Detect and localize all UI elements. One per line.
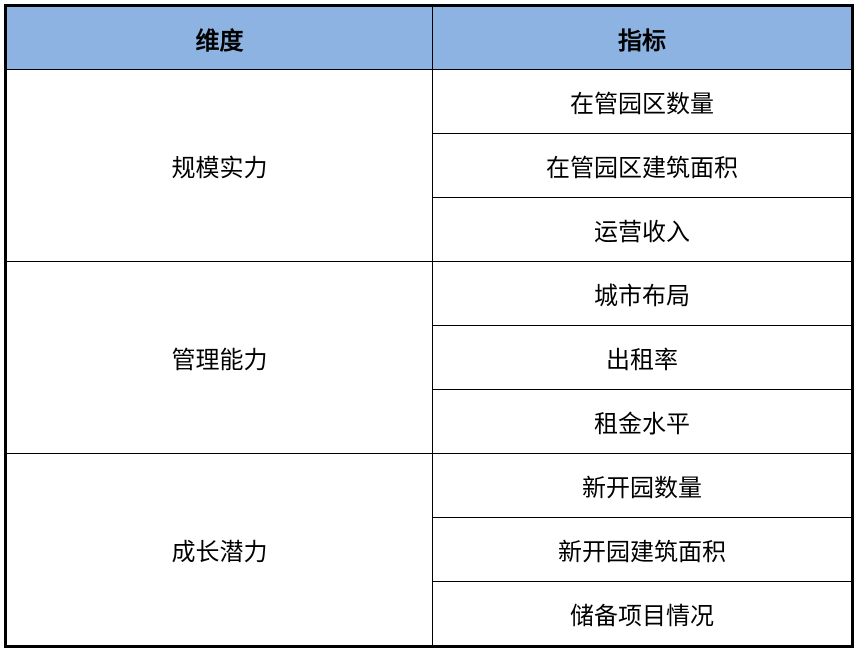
indicator-table: 维度 指标 规模实力 在管园区数量 在管园区建筑面积 运营收入 管理能力 城市布… bbox=[4, 4, 854, 648]
table-row: 规模实力 在管园区数量 bbox=[5, 69, 853, 262]
header-dimension: 维度 bbox=[5, 5, 433, 70]
indicator-cell: 租金水平 bbox=[432, 389, 853, 454]
indicator-cell: 在管园区数量 bbox=[432, 69, 853, 134]
indicator-cell: 在管园区建筑面积 bbox=[432, 133, 853, 198]
indicator-cell: 新开园数量 bbox=[432, 453, 853, 518]
header-row: 维度 指标 bbox=[5, 5, 853, 70]
indicator-cell: 城市布局 bbox=[432, 261, 853, 326]
dimension-cell: 成长潜力 bbox=[5, 453, 433, 647]
indicator-cell: 储备项目情况 bbox=[432, 581, 853, 647]
table-row: 运营收入 bbox=[6, 197, 853, 262]
table-row: 储备项目情况 bbox=[6, 581, 853, 647]
table-row: 管理能力 城市布局 bbox=[5, 261, 853, 454]
indicator-cell: 出租率 bbox=[432, 325, 853, 390]
dimension-cell: 规模实力 bbox=[5, 69, 433, 262]
table-row: 成长潜力 新开园数量 bbox=[5, 453, 853, 647]
indicator-cell: 新开园建筑面积 bbox=[432, 517, 853, 582]
header-indicator: 指标 bbox=[432, 5, 853, 70]
indicator-cell: 运营收入 bbox=[432, 197, 853, 262]
table-row: 在管园区建筑面积 bbox=[6, 133, 853, 198]
table-row: 出租率 bbox=[6, 325, 853, 390]
dimension-cell: 管理能力 bbox=[5, 261, 433, 454]
